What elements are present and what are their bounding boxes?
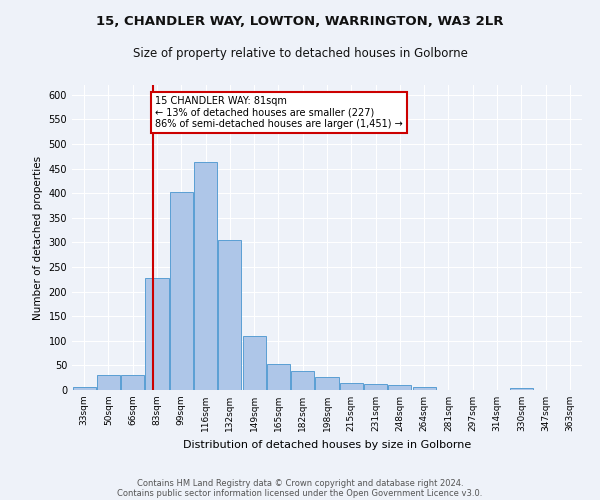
Bar bbox=[267, 364, 290, 390]
Bar bbox=[97, 375, 120, 390]
Bar bbox=[510, 388, 533, 390]
Bar bbox=[218, 240, 241, 390]
Text: Size of property relative to detached houses in Golborne: Size of property relative to detached ho… bbox=[133, 48, 467, 60]
Text: Contains HM Land Registry data © Crown copyright and database right 2024.: Contains HM Land Registry data © Crown c… bbox=[137, 478, 463, 488]
Text: 15 CHANDLER WAY: 81sqm
← 13% of detached houses are smaller (227)
86% of semi-de: 15 CHANDLER WAY: 81sqm ← 13% of detached… bbox=[155, 96, 403, 129]
Bar bbox=[388, 385, 412, 390]
Text: Contains public sector information licensed under the Open Government Licence v3: Contains public sector information licen… bbox=[118, 488, 482, 498]
Bar bbox=[73, 386, 95, 390]
Bar bbox=[145, 278, 169, 390]
Bar bbox=[413, 386, 436, 390]
Bar bbox=[194, 162, 217, 390]
Text: 15, CHANDLER WAY, LOWTON, WARRINGTON, WA3 2LR: 15, CHANDLER WAY, LOWTON, WARRINGTON, WA… bbox=[96, 15, 504, 28]
Bar bbox=[242, 336, 266, 390]
Bar bbox=[316, 376, 338, 390]
Bar bbox=[364, 384, 387, 390]
Bar bbox=[170, 192, 193, 390]
Y-axis label: Number of detached properties: Number of detached properties bbox=[33, 156, 43, 320]
Bar bbox=[291, 371, 314, 390]
X-axis label: Distribution of detached houses by size in Golborne: Distribution of detached houses by size … bbox=[183, 440, 471, 450]
Bar bbox=[121, 375, 144, 390]
Bar bbox=[340, 383, 363, 390]
